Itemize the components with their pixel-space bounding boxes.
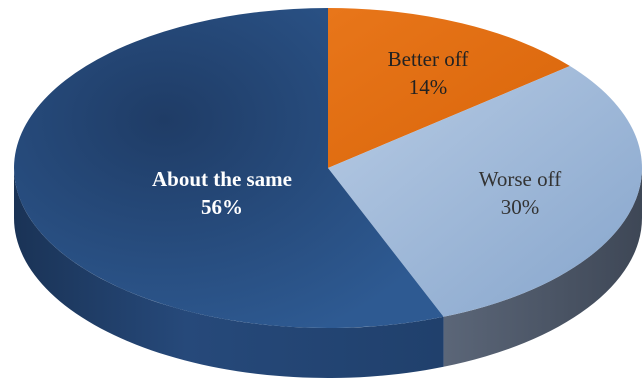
data-label-better-off-category: Better off (388, 47, 469, 71)
data-label-better-off-value: 14% (409, 75, 448, 99)
data-label-about-the-same-category: About the same (152, 167, 292, 191)
pie-side-about-the-same (14, 168, 444, 379)
data-label-better-off: Better off 14% (388, 47, 469, 99)
pie-slice-worse-off (328, 66, 642, 317)
pie-side-worse-off (443, 168, 642, 367)
data-label-about-the-same: About the same 56% (152, 167, 292, 219)
pie-slice-about-the-same (14, 8, 444, 328)
data-label-about-the-same-value: 56% (201, 195, 243, 219)
pie-slice-better-off (328, 8, 570, 168)
data-label-worse-off-category: Worse off (479, 167, 561, 191)
data-label-worse-off: Worse off 30% (479, 167, 561, 219)
data-label-worse-off-value: 30% (501, 195, 540, 219)
